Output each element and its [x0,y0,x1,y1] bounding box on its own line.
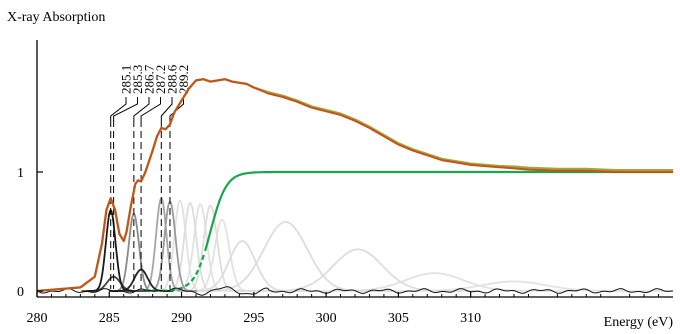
data [36,78,673,292]
step-edge [146,170,673,293]
x-axis-label: Energy (eV) [604,315,674,330]
peak-marker-connector [140,97,161,120]
step-edge-curve [204,170,673,252]
component-curve [290,272,579,292]
x-tick-label: 305 [388,311,409,326]
component-curve [177,221,394,292]
residual [36,286,673,296]
peak-marker-label: 285.1 [119,65,134,94]
axes: 280 285 290 295 300 305 310 0 1 [17,40,673,326]
peak-marker-label: 285.3 [130,65,145,94]
data-curve [36,78,673,292]
x-tick-label: 295 [243,311,264,326]
peak-marker-connector [113,97,138,120]
x-tick-label: 285 [99,311,120,326]
fit [36,78,673,293]
peak-marker-label: 288.6 [165,64,180,94]
peak-marker-label: 286.7 [142,64,157,94]
y-tick-label: 0 [17,285,24,300]
peak-marker-connector [160,97,173,120]
peak-marker-label: 287.2 [153,65,168,94]
fit-curve [36,78,673,293]
x-tick-label: 290 [171,311,192,326]
y-axis-label: X-ray Absorption [7,10,105,25]
x-tick-label: 300 [316,311,337,326]
y-tick-label: 1 [17,166,24,181]
residual-curve [36,286,673,296]
x-tick-label: 280 [27,311,48,326]
peak-marker-connector [133,97,150,120]
x-tick-label: 310 [460,311,481,326]
peak-marker-label: 289.2 [176,65,191,94]
peak-marker-connector [110,97,127,120]
component-curve [235,248,481,292]
